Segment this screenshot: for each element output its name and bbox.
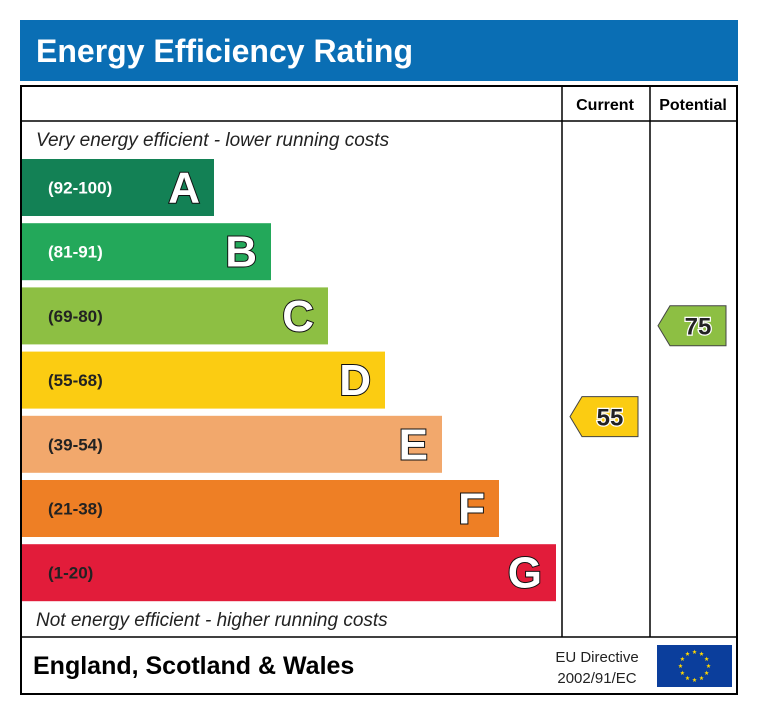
eu-flag-icon	[657, 645, 732, 687]
rating-indicators: 55 75	[569, 305, 727, 438]
eu-star	[704, 670, 709, 675]
eu-directive-number: 2002/91/EC	[557, 670, 636, 687]
eu-star	[678, 663, 683, 668]
eu-star	[699, 675, 704, 681]
band-d-bar	[22, 351, 385, 409]
chart-frame	[20, 85, 738, 695]
header-bar	[20, 20, 738, 81]
band-f-range: (21-38)	[48, 500, 103, 519]
band-g: (1-20) G	[22, 544, 556, 602]
band-a-bar	[22, 159, 214, 216]
band-c-range: (69-80)	[48, 307, 103, 326]
potential-column-header: Potential	[659, 97, 727, 114]
band-c-letter: C	[282, 292, 314, 341]
rating-bands: (92-100) A (81-91) B (69-80) C (55-68) D (39-54)…	[22, 159, 556, 602]
band-f-letter: F	[458, 485, 485, 534]
band-e-range: (39-54)	[48, 435, 103, 454]
band-d: (55-68) D	[22, 351, 385, 409]
eu-star	[685, 651, 690, 656]
eu-star	[680, 656, 685, 661]
band-b: (81-91) B	[22, 223, 271, 281]
eu-star	[692, 649, 697, 654]
band-f: (21-38) F	[22, 480, 499, 537]
band-b-bar	[22, 223, 271, 281]
band-c-bar	[22, 287, 328, 345]
current-column-header: Current	[576, 97, 634, 114]
eu-star	[685, 675, 690, 681]
current-rating: 55	[569, 396, 639, 438]
band-e-bar	[22, 415, 442, 473]
eu-star	[692, 677, 697, 682]
bottom-note: Not energy efficient - higher running co…	[36, 610, 388, 631]
band-d-letter: D	[339, 356, 371, 405]
band-b-range: (81-91)	[48, 243, 103, 262]
eu-star	[706, 663, 711, 668]
eu-star	[704, 656, 709, 661]
band-f-bar	[22, 480, 499, 537]
potential-rating: 75	[657, 305, 727, 347]
band-g-range: (1-20)	[48, 564, 93, 583]
chart-title: Energy Efficiency Rating	[36, 33, 413, 69]
band-a-letter: A	[168, 164, 200, 213]
current-rating-arrow	[569, 396, 639, 438]
footer-region: England, Scotland & Wales	[33, 652, 354, 680]
band-e-letter: E	[399, 420, 428, 469]
current-rating-value: 55	[597, 405, 624, 432]
band-c: (69-80) C	[22, 287, 328, 345]
top-note: Very energy efficient - lower running co…	[36, 130, 390, 151]
eu-directive-label: EU Directive	[555, 649, 638, 666]
potential-rating-value: 75	[685, 314, 712, 341]
band-g-bar	[22, 544, 556, 602]
potential-rating-arrow	[657, 305, 727, 347]
band-d-range: (55-68)	[48, 371, 103, 390]
band-g-letter: G	[508, 549, 542, 598]
eu-star	[699, 651, 704, 656]
eu-star	[680, 670, 685, 675]
band-a: (92-100) A	[22, 159, 214, 216]
band-e: (39-54) E	[22, 415, 442, 473]
band-a-range: (92-100)	[48, 179, 112, 198]
band-b-letter: B	[225, 228, 257, 277]
